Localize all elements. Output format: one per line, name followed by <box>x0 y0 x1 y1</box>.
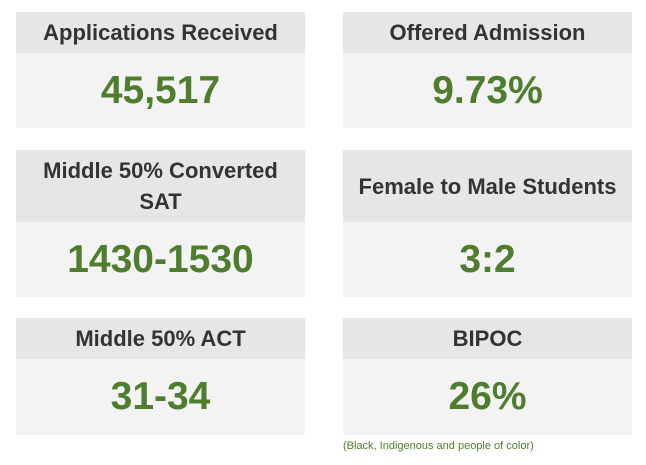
stat-card-bipoc: BIPOC 26% <box>343 318 632 435</box>
stat-card-act-range: Middle 50% ACT 31-34 <box>16 318 305 435</box>
stat-card-gender-ratio: Female to Male Students 3:2 <box>343 150 632 297</box>
stat-card-offered-admission: Offered Admission 9.73% <box>343 12 632 128</box>
stat-card-sat-range: Middle 50% Converted SAT 1430-1530 <box>16 150 305 297</box>
stat-card-applications-received: Applications Received 45,517 <box>16 12 305 128</box>
bipoc-footnote: (Black, Indigenous and people of color) <box>343 440 534 452</box>
stat-label: Offered Admission <box>343 12 632 53</box>
stat-value: 45,517 <box>16 53 305 128</box>
stat-label: Middle 50% ACT <box>16 318 305 359</box>
stat-value: 26% <box>343 359 632 435</box>
stat-label: Middle 50% Converted SAT <box>16 150 305 222</box>
stat-value: 31-34 <box>16 359 305 435</box>
stat-value: 9.73% <box>343 53 632 128</box>
stat-label: BIPOC <box>343 318 632 359</box>
stat-label: Female to Male Students <box>343 150 632 222</box>
stat-value: 1430-1530 <box>16 222 305 297</box>
stat-value: 3:2 <box>343 222 632 297</box>
stat-label: Applications Received <box>16 12 305 53</box>
